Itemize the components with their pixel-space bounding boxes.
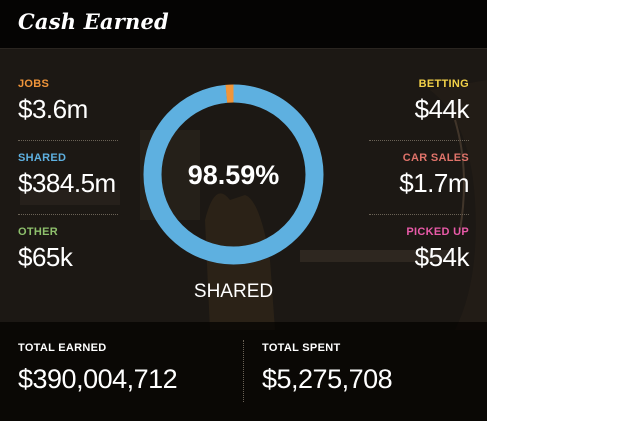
total-spent-label: TOTAL SPENT xyxy=(262,342,341,354)
stat-value: $3.6m xyxy=(18,94,88,124)
stat-label: SHARED xyxy=(18,152,67,164)
stat-label: OTHER xyxy=(18,226,58,238)
panel-header: Cash Earned xyxy=(0,0,487,49)
divider xyxy=(18,140,118,141)
total-earned-value: $390,004,712 xyxy=(18,364,178,394)
stat-label: PICKED UP xyxy=(406,226,469,238)
donut-segment-shared xyxy=(143,84,324,265)
stat-label: CAR SALES xyxy=(402,152,469,164)
total-spent-value: $5,275,708 xyxy=(262,364,393,394)
stat-label: BETTING xyxy=(418,78,469,90)
panel-title: Cash Earned xyxy=(18,9,169,34)
stat-shared: SHARED $384.5m xyxy=(18,152,128,199)
divider xyxy=(18,214,118,215)
stat-value: $54k xyxy=(414,242,470,272)
divider xyxy=(369,140,469,141)
total-earned-label: TOTAL EARNED xyxy=(18,342,107,354)
donut-chart xyxy=(143,84,324,265)
donut-caption: SHARED xyxy=(193,281,274,302)
stat-value: $1.7m xyxy=(399,168,469,198)
total-earned: TOTAL EARNED $390,004,712 xyxy=(18,342,178,395)
stat-value: $384.5m xyxy=(18,168,116,198)
stat-label: JOBS xyxy=(18,78,50,90)
total-spent: TOTAL SPENT $5,275,708 xyxy=(262,342,393,395)
totals-divider xyxy=(243,340,244,402)
stat-car-sales: CAR SALES $1.7m xyxy=(359,152,469,199)
stat-value: $65k xyxy=(18,242,73,272)
donut-segment-jobs xyxy=(143,84,324,265)
stat-picked-up: PICKED UP $54k xyxy=(359,226,469,273)
donut-center-value: 98.59% xyxy=(187,160,280,190)
stat-other: OTHER $65k xyxy=(18,226,128,273)
stat-value: $44k xyxy=(414,94,470,124)
cash-earned-panel: Cash Earned JOBS $3.6m SHARED $384.5m OT… xyxy=(0,0,487,421)
stat-jobs: JOBS $3.6m xyxy=(18,78,128,125)
totals-bar: TOTAL EARNED $390,004,712 TOTAL SPENT $5… xyxy=(0,322,487,421)
divider xyxy=(369,214,469,215)
stat-betting: BETTING $44k xyxy=(359,78,470,125)
